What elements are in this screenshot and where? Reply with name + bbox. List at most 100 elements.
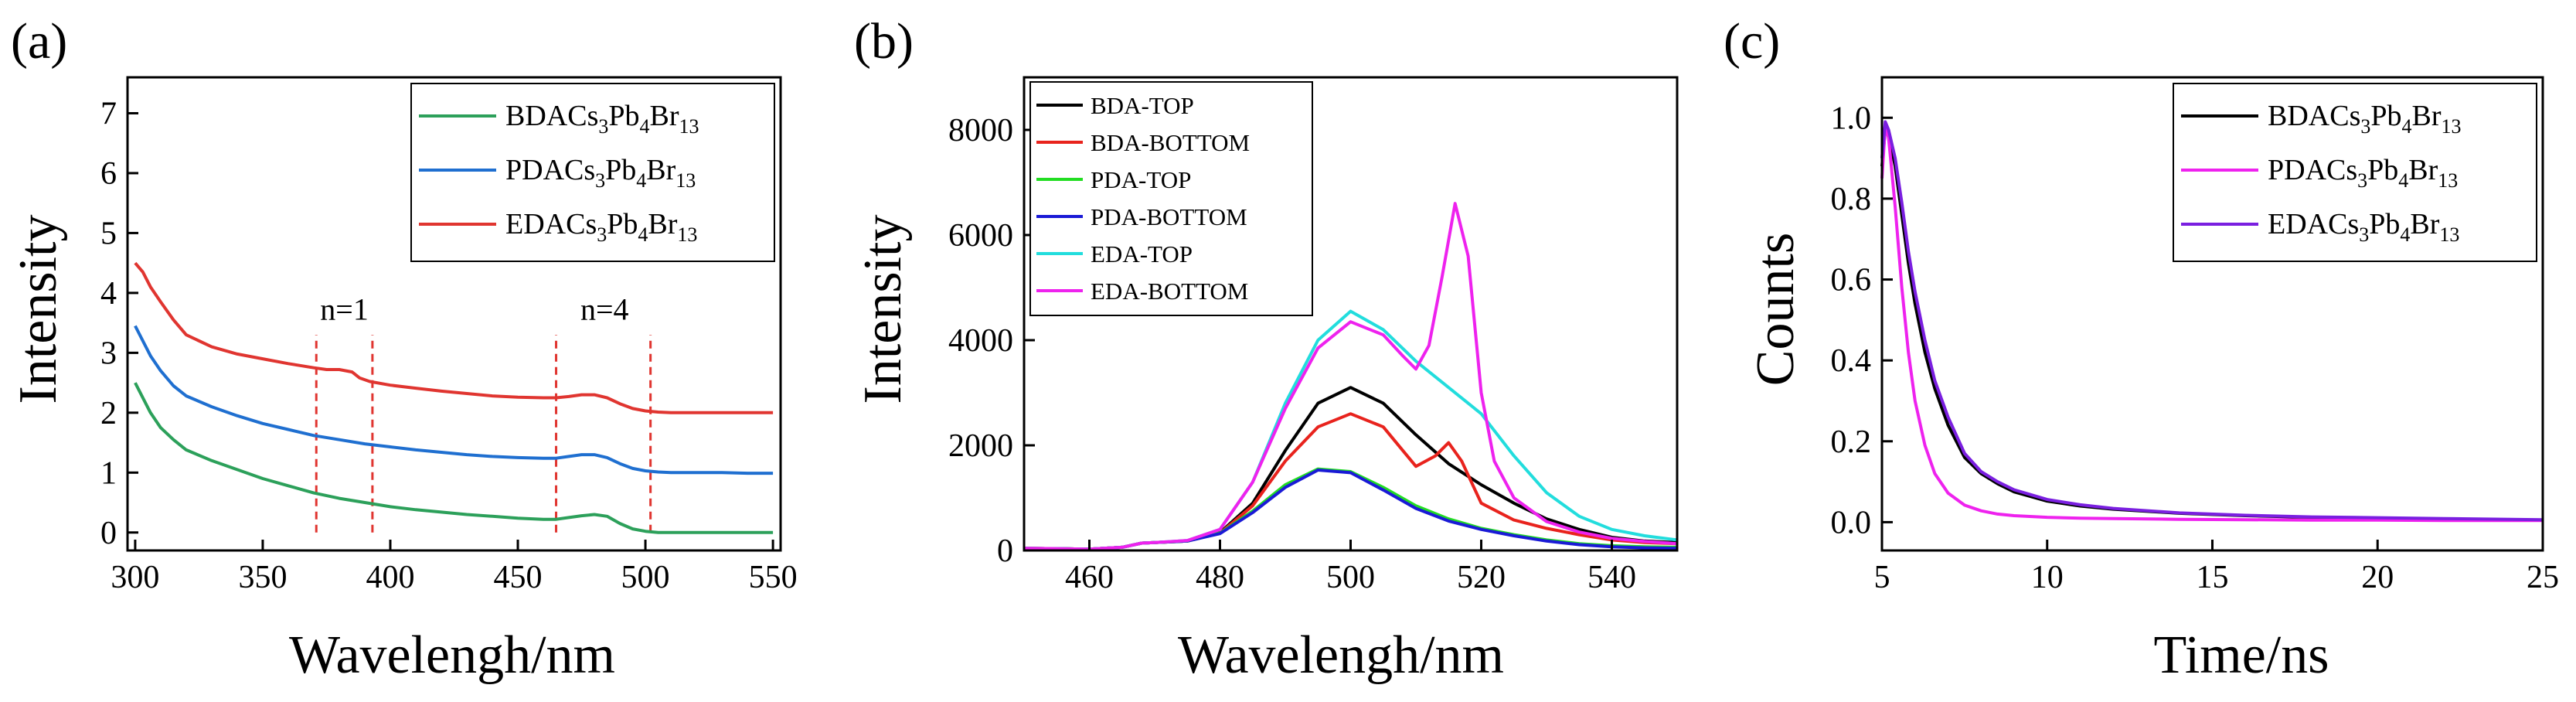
panel-c-legend-label-0: BDACs3Pb4Br13 <box>2268 100 2462 138</box>
panel-b-x-axis-title: Wavelengh/nm <box>1178 625 1504 685</box>
panel-a-series-line-0 <box>134 382 774 534</box>
panel-a-series-line-1 <box>134 325 774 475</box>
panel-c-legend-label-1-part-2: Pb <box>2367 154 2398 186</box>
panel-a-x-axis-title: Wavelengh/nm <box>289 625 615 685</box>
panel-a-legend-label-2-part-3: 4 <box>638 223 648 246</box>
panel-b-x-tick-label-0: 460 <box>1065 560 1114 595</box>
panel-a-series-line-2 <box>134 261 774 414</box>
panel-b-x-tick-label-2: 500 <box>1326 560 1375 595</box>
panel-b-y-axis-title: Intensity <box>853 215 913 404</box>
panel-c-legend-label-2-part-5: 13 <box>2439 223 2459 246</box>
panel-b-series-line-3 <box>1023 469 1678 551</box>
panel-a-legend-label-2: EDACs3Pb4Br13 <box>505 208 697 246</box>
panel-a-legend-label-0-part-2: Pb <box>608 100 639 132</box>
panel-a-y-tick-label-2: 2 <box>100 396 117 431</box>
panel-a-legend-label-2-part-0: EDACs <box>505 208 597 240</box>
panel-c-legend-label-0-part-5: 13 <box>2442 115 2462 138</box>
panel-b-legend-label-4: EDA-TOP <box>1091 240 1193 268</box>
panel-b-label: (b) <box>854 13 914 70</box>
panel-b-series-line-0 <box>1023 386 1678 551</box>
panel-a-legend-label-0-part-0: BDACs <box>505 100 598 132</box>
panel-a-y-tick-label-5: 5 <box>100 216 117 251</box>
panel-a-annotation-0: n=1 <box>320 292 369 327</box>
panel-c-series-line-2 <box>1880 120 2544 522</box>
panel-c-legend-label-0-part-2: Pb <box>2370 100 2401 132</box>
panel-b-legend-label-1: BDA-BOTTOM <box>1091 129 1250 156</box>
panel-a-y-tick-label-7: 7 <box>100 96 117 131</box>
panel-b-legend-label-0: BDA-TOP <box>1091 92 1194 119</box>
panel-c-legend-label-1-part-5: 13 <box>2438 169 2458 192</box>
panel-b-y-tick-label-2: 4000 <box>948 323 1013 359</box>
panel-a-y-tick-label-1: 1 <box>100 455 117 491</box>
panel-b-series-line-4 <box>1023 309 1678 551</box>
panel-a-legend-label-0-part-4: Br <box>650 100 679 132</box>
panel-c-y-axis-title: Counts <box>1746 233 1805 386</box>
panel-b-legend-box <box>1029 81 1313 316</box>
panel-a-annotation-1: n=4 <box>580 292 629 327</box>
panel-c-legend-label-1-part-3: 4 <box>2398 169 2408 192</box>
panel-a-legend-label-0-part-1: 3 <box>598 115 608 138</box>
panel-b-y-tick-label-0: 0 <box>997 533 1013 569</box>
panel-a-legend-label-0-part-3: 4 <box>640 115 650 138</box>
panel-b-y-tick-label-1: 2000 <box>948 428 1013 464</box>
panel-c-legend-label-2: EDACs3Pb4Br13 <box>2268 208 2459 246</box>
panel-c-y-tick-label-3: 0.6 <box>1831 263 1872 298</box>
panel-a-x-tick-label-0: 300 <box>111 560 159 595</box>
panel-a-x-tick-label-4: 500 <box>621 560 670 595</box>
panel-b-y-tick-label-4: 8000 <box>948 113 1013 148</box>
panel-c: (c) Time/ns Counts 5 10 15 20 25 0.0 0.2 0.4 0.6… <box>1724 13 2559 685</box>
panel-b-series-line-5 <box>1023 202 1678 551</box>
panel-a-legend-label-0-part-5: 13 <box>679 115 699 138</box>
panel-a-y-tick-label-4: 4 <box>100 276 117 312</box>
panel-c-y-tick-label-1: 0.2 <box>1831 424 1872 460</box>
panel-a-legend-label-2-part-1: 3 <box>597 223 607 246</box>
panel-a-y-tick-label-0: 0 <box>100 516 117 551</box>
panel-c-x-axis-title: Time/ns <box>2154 625 2329 685</box>
panel-c-legend-label-0-part-0: BDACs <box>2268 100 2360 132</box>
panel-b: (b) Wavelengh/nm Intensity 460 480 500 520 5… <box>853 13 1679 685</box>
panel-c-series-line-1 <box>1880 124 2543 523</box>
panel-c-legend-label-1-part-4: Br <box>2408 154 2438 186</box>
panel-c-legend-label-2-part-0: EDACs <box>2268 208 2359 240</box>
panel-b-legend-label-5: EDA-BOTTOM <box>1091 278 1248 305</box>
panel-c-x-tick-label-0: 5 <box>1874 560 1890 595</box>
panel-c-legend-label-0-part-3: 4 <box>2402 115 2412 138</box>
panel-c-legend-label-1: PDACs3Pb4Br13 <box>2268 154 2458 192</box>
panel-c-label: (c) <box>1724 13 1780 70</box>
panel-a-legend-label-1-part-0: PDACs <box>505 154 595 186</box>
panel-b-x-tick-label-3: 520 <box>1457 560 1506 595</box>
panel-a-x-tick-label-5: 550 <box>749 560 798 595</box>
panel-a-legend-label-2-part-4: Br <box>648 208 677 240</box>
panel-a-legend-label-1-part-3: 4 <box>636 169 646 192</box>
panel-c-y-tick-label-4: 0.8 <box>1831 182 1872 217</box>
panel-a-legend-label-1-part-2: Pb <box>605 154 636 186</box>
panel-a-label: (a) <box>11 13 67 70</box>
panel-c-x-tick-label-3: 20 <box>2361 560 2394 595</box>
panel-c-y-tick-label-2: 0.4 <box>1831 343 1872 379</box>
panel-b-x-tick-label-4: 540 <box>1587 560 1636 595</box>
panel-a-y-axis-title: Intensity <box>9 215 68 404</box>
panel-c-x-tick-label-2: 15 <box>2197 560 2229 595</box>
panel-a-x-tick-label-1: 350 <box>238 560 287 595</box>
panel-a-legend-label-0: BDACs3Pb4Br13 <box>505 100 699 138</box>
panel-b-legend-label-2: PDA-TOP <box>1091 166 1191 193</box>
panel-c-legend-box <box>2173 83 2537 262</box>
panel-a-legend-label-1: PDACs3Pb4Br13 <box>505 154 696 192</box>
panel-b-series-line-2 <box>1023 467 1678 551</box>
panel-c-legend-label-2-part-3: 4 <box>2400 223 2410 246</box>
panel-c-y-tick-label-0: 0.0 <box>1831 505 1872 540</box>
panel-a-legend-label-1-part-1: 3 <box>595 169 605 192</box>
panel-c-legend-label-2-part-4: Br <box>2410 208 2439 240</box>
panel-c-x-tick-label-1: 10 <box>2031 560 2064 595</box>
panel-c-legend-label-1-part-0: PDACs <box>2268 154 2357 186</box>
panel-a-legend-label-1-part-5: 13 <box>675 169 696 192</box>
panel-a-plot-frame <box>126 76 782 552</box>
panel-a-x-tick-label-3: 450 <box>494 560 543 595</box>
panel-a-legend-label-1-part-4: Br <box>646 154 675 186</box>
panel-c-legend-label-1-part-1: 3 <box>2357 169 2367 192</box>
panel-b-x-tick-label-1: 480 <box>1196 560 1244 595</box>
panel-a-legend-box <box>410 83 775 262</box>
panel-a-y-tick-label-6: 6 <box>100 156 117 192</box>
